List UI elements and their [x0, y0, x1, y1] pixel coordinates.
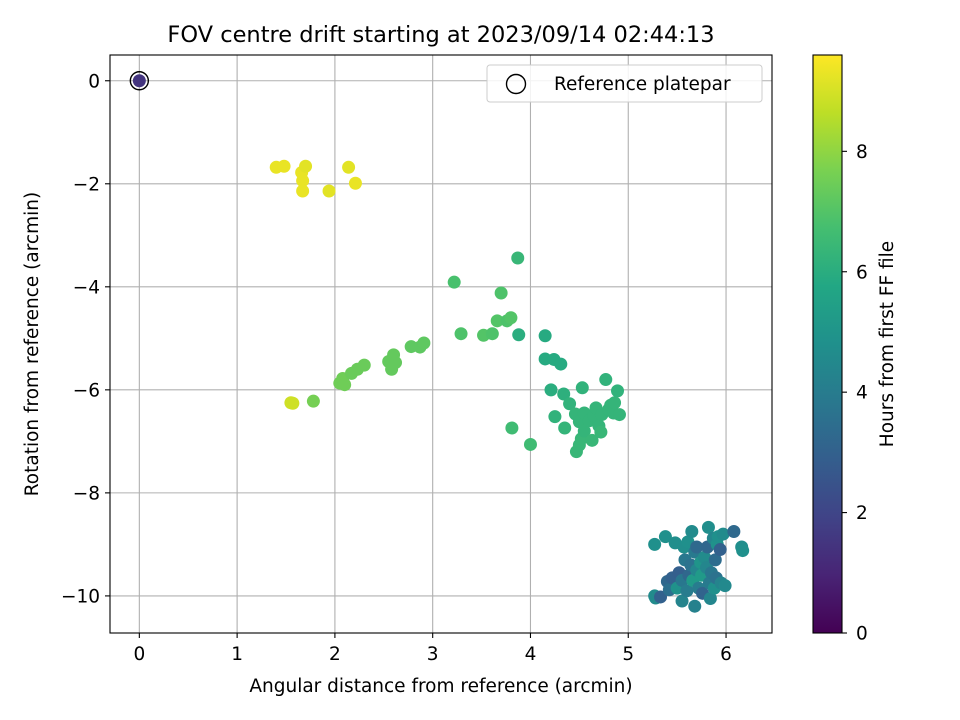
- y-tick-label: −8: [73, 483, 100, 504]
- data-points: [132, 74, 750, 613]
- data-point: [447, 275, 461, 289]
- data-point: [612, 408, 626, 422]
- data-point: [523, 437, 537, 451]
- colorbar-ticks: 0 2 4 6 8: [842, 142, 868, 645]
- x-tick-label: 2: [329, 644, 341, 665]
- data-point: [648, 537, 662, 551]
- colorbar-gradient: [813, 55, 842, 633]
- data-point: [357, 358, 371, 372]
- colorbar-frame: [812, 54, 843, 634]
- data-point: [322, 184, 336, 198]
- data-point: [504, 311, 518, 325]
- data-point: [485, 327, 499, 341]
- data-point: [544, 383, 558, 397]
- data-point: [701, 520, 715, 534]
- data-point: [554, 357, 568, 371]
- x-tick-label: 0: [133, 644, 145, 665]
- data-point: [557, 387, 571, 401]
- reference-platepar-marker: [129, 71, 150, 91]
- colorbar: 0 2 4 6 8 Hours from first FF file: [812, 54, 898, 645]
- data-point: [688, 599, 702, 613]
- x-axis-ticks: 0 1 2 3 4 5 6: [133, 633, 732, 665]
- x-tick-label: 3: [427, 644, 439, 665]
- data-point: [658, 530, 672, 544]
- x-tick-label: 4: [525, 644, 537, 665]
- data-point: [594, 425, 608, 439]
- colorbar-tick-label: 8: [856, 142, 868, 163]
- reference-data-point: [132, 74, 146, 88]
- data-point: [511, 251, 525, 265]
- data-point: [548, 410, 562, 424]
- data-point: [342, 160, 356, 174]
- data-point: [505, 421, 519, 435]
- data-point: [690, 540, 704, 554]
- data-point: [608, 396, 622, 410]
- data-point: [306, 394, 320, 408]
- plot-area: [109, 54, 773, 634]
- y-tick-label: −2: [73, 174, 100, 195]
- y-tick-label: 0: [88, 71, 100, 92]
- data-point: [718, 579, 732, 593]
- legend-label: Reference platepar: [554, 74, 731, 95]
- data-point: [296, 184, 310, 198]
- data-point: [538, 329, 552, 343]
- y-axis-ticks: 0 −2 −4 −6 −8 −10: [61, 71, 110, 607]
- y-tick-label: −10: [61, 586, 100, 607]
- data-point: [727, 525, 741, 539]
- data-point: [736, 544, 750, 558]
- data-point: [654, 590, 668, 604]
- data-point: [296, 174, 310, 188]
- data-point: [575, 381, 589, 395]
- colorbar-tick-label: 4: [856, 383, 868, 404]
- data-point: [338, 378, 352, 392]
- x-tick-label: 6: [720, 644, 732, 665]
- colorbar-tick-label: 2: [856, 503, 868, 524]
- colorbar-tick-label: 0: [856, 624, 868, 645]
- data-point: [563, 397, 577, 411]
- legend-box: [486, 64, 763, 103]
- x-axis-label: Angular distance from reference (arcmin): [249, 676, 632, 697]
- x-tick-label: 5: [622, 644, 634, 665]
- data-point: [389, 356, 403, 370]
- data-point: [685, 525, 699, 539]
- x-tick-label: 1: [231, 644, 243, 665]
- data-point: [494, 286, 508, 300]
- y-tick-label: −4: [73, 277, 100, 298]
- colorbar-tick-label: 6: [856, 262, 868, 283]
- data-point: [454, 327, 468, 341]
- legend-marker-icon: [505, 73, 527, 95]
- data-point: [512, 328, 526, 342]
- data-point: [698, 550, 712, 564]
- legend: Reference platepar: [486, 64, 763, 103]
- data-point: [286, 396, 300, 410]
- data-point: [599, 373, 613, 387]
- y-axis-label: Rotation from reference (arcmin): [22, 192, 43, 496]
- y-tick-label: −6: [73, 380, 100, 401]
- data-point: [277, 159, 291, 173]
- plot-frame: [109, 54, 773, 634]
- data-point: [611, 384, 625, 398]
- data-point: [299, 159, 313, 173]
- chart-title: FOV centre drift starting at 2023/09/14 …: [167, 22, 714, 48]
- data-point: [348, 176, 362, 190]
- colorbar-label: Hours from first FF file: [877, 241, 898, 447]
- data-point: [577, 424, 591, 438]
- data-point: [675, 594, 689, 608]
- data-point: [417, 336, 431, 350]
- data-point: [716, 527, 730, 541]
- data-point: [708, 553, 722, 567]
- data-point: [703, 591, 717, 605]
- data-point: [680, 584, 694, 598]
- data-point: [713, 543, 727, 557]
- data-point: [558, 421, 572, 435]
- data-point: [585, 433, 599, 447]
- data-point: [490, 314, 504, 328]
